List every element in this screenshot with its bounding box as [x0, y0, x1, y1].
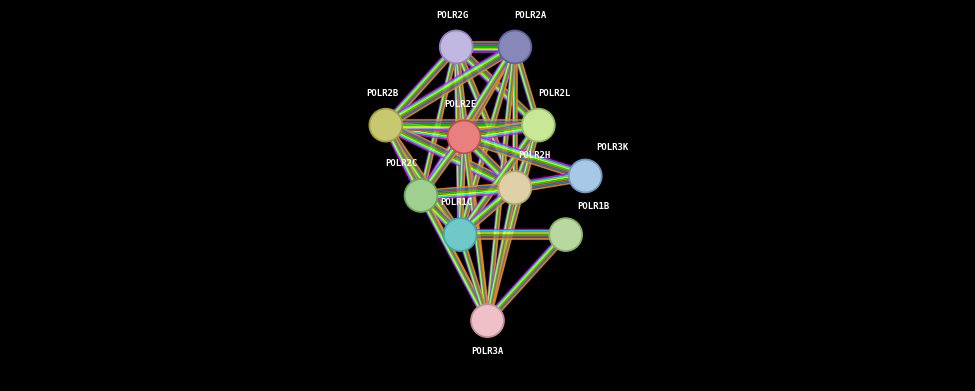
Circle shape: [500, 32, 529, 62]
Circle shape: [524, 110, 553, 140]
Circle shape: [446, 220, 475, 249]
Circle shape: [449, 122, 479, 152]
Circle shape: [568, 159, 602, 193]
Circle shape: [473, 306, 502, 335]
Circle shape: [498, 171, 531, 204]
Circle shape: [442, 32, 471, 62]
Circle shape: [522, 108, 555, 142]
Text: POLR1C: POLR1C: [440, 198, 472, 207]
Text: POLR2G: POLR2G: [436, 11, 468, 20]
Circle shape: [370, 110, 401, 140]
Circle shape: [570, 161, 600, 191]
Circle shape: [500, 173, 529, 203]
Text: POLR2H: POLR2H: [519, 151, 551, 160]
Text: POLR1B: POLR1B: [577, 202, 609, 211]
Circle shape: [471, 304, 504, 337]
Circle shape: [370, 108, 403, 142]
Text: POLR2A: POLR2A: [515, 11, 547, 20]
Circle shape: [551, 220, 580, 249]
Circle shape: [407, 181, 436, 210]
Circle shape: [498, 30, 531, 64]
Text: POLR2B: POLR2B: [366, 89, 398, 98]
Text: POLR3A: POLR3A: [471, 347, 504, 356]
Circle shape: [444, 218, 477, 251]
Text: POLR2L: POLR2L: [538, 89, 570, 98]
Circle shape: [405, 179, 438, 212]
Text: POLR2C: POLR2C: [385, 159, 417, 168]
Circle shape: [549, 218, 582, 251]
Text: POLR3K: POLR3K: [597, 143, 629, 152]
Circle shape: [448, 120, 481, 154]
Text: POLR2E: POLR2E: [444, 100, 476, 109]
Circle shape: [440, 30, 473, 64]
